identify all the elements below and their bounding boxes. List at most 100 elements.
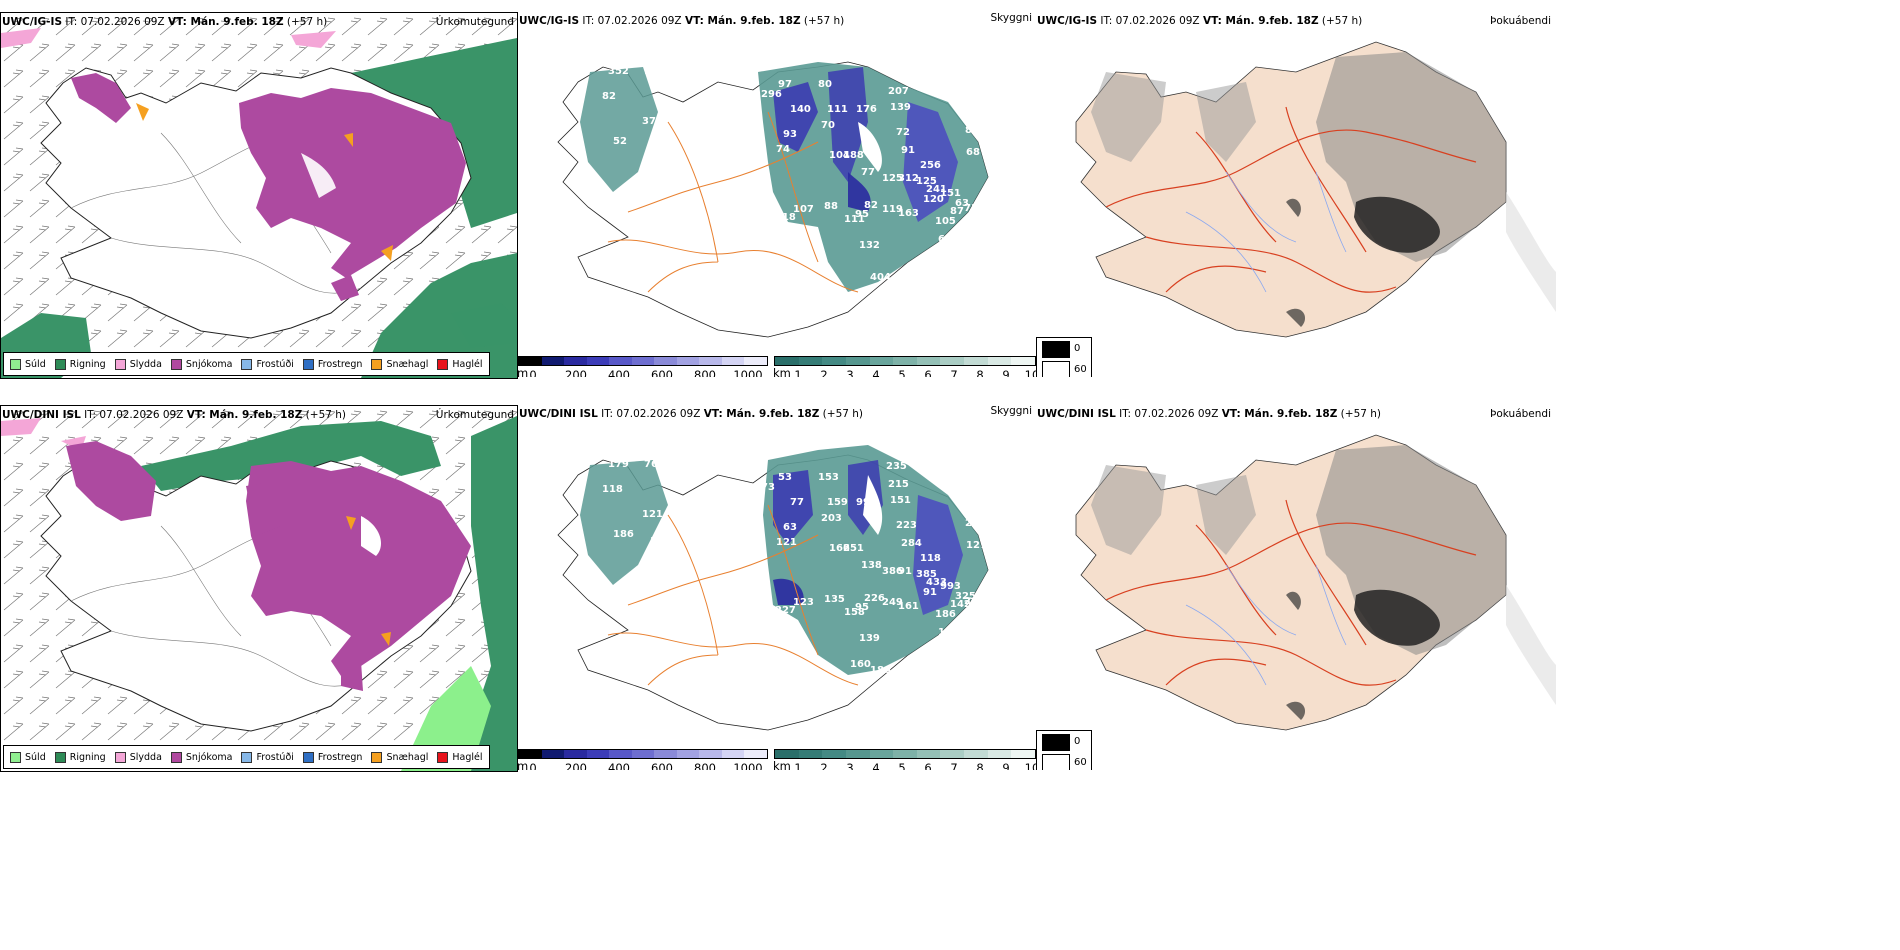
snow-depth-label: 73 xyxy=(761,482,775,493)
snow-depth-label: 74 xyxy=(776,144,790,155)
snow-depth-label: 150 xyxy=(644,66,665,77)
snow-depth-label: 53 xyxy=(778,472,792,483)
snow-depth-label: 176 xyxy=(856,104,877,115)
precip-type-title-row1: Úrkomutegund xyxy=(435,16,514,28)
snow-depth-label: 125 xyxy=(916,176,937,187)
snow-depth-label: 386 xyxy=(882,566,903,577)
vis-ticks: 1 2 3 4 5 6 7 8 9 10 xyxy=(774,366,1036,377)
height-unit: m xyxy=(518,759,529,770)
snow-depth-label: 125 xyxy=(882,173,903,184)
snow-depth-label: 139 xyxy=(859,633,880,644)
height-unit: m xyxy=(518,366,529,377)
snow-depth-label: 163 xyxy=(898,208,919,219)
tick-label: 4 xyxy=(872,368,880,377)
header-row2-fog: UWC/DINI ISL IT: 07.02.2026 09Z VT: Mán.… xyxy=(1037,408,1382,420)
tick-label: 6 xyxy=(924,761,932,770)
tick-label: 1000 xyxy=(733,368,763,377)
fog-legend-black xyxy=(1042,734,1070,751)
snow-depth-label: 98 xyxy=(650,143,664,154)
cloud-panel-row1: 352 150 82 37 52 98 97 296 140 93 74 80 111 70 104 188 1… xyxy=(518,12,1036,377)
snow-depth-label: 223 xyxy=(896,520,917,531)
snow-depth-label: 215 xyxy=(888,479,909,490)
snow-depth-label: 142 xyxy=(950,599,971,610)
snow-depth-label: 282 xyxy=(964,596,985,607)
fog-legend-white xyxy=(1042,361,1070,377)
legend-swatch xyxy=(437,358,449,370)
tick-label: 7 xyxy=(950,761,958,770)
vis-color-strip xyxy=(774,356,1036,366)
precip-type-panel-row2: UWC/DINI ISL IT: 07.02.2026 09Z VT: Mán.… xyxy=(0,405,518,772)
tick-label: 8 xyxy=(976,761,984,770)
vis-color-strip xyxy=(774,749,1036,759)
height-ticks: 0 200 400 600 800 1000 xyxy=(518,366,768,377)
precip-type-panel-row1: UWC/IG-IS IT: 07.02.2026 09Z VT: Mán. 9.… xyxy=(0,12,518,379)
snow-depth-label: 207 xyxy=(888,86,909,97)
snow-depth-label: 139 xyxy=(890,102,911,113)
header-row1-cloud: UWC/IG-IS IT: 07.02.2026 09Z VT: Mán. 9.… xyxy=(519,15,845,27)
header-row2-cloud: UWC/DINI ISL IT: 07.02.2026 09Z VT: Mán.… xyxy=(519,408,864,420)
snow-depth-label: 121 xyxy=(776,537,797,548)
tick-label: 10 xyxy=(1024,368,1036,377)
snow-depth-label: 241 xyxy=(926,184,947,195)
snow-depth-label: 385 xyxy=(916,569,937,580)
fog-title-row2: Þokuábendi xyxy=(1490,408,1551,420)
snow-depth-label: 91 xyxy=(923,587,937,598)
tick-label: 600 xyxy=(651,368,673,377)
header-row1-precip: UWC/IG-IS IT: 07.02.2026 09Z VT: Mán. 9.… xyxy=(2,16,328,28)
tick-label: 800 xyxy=(694,761,716,770)
snow-depth-label: 77 xyxy=(790,497,804,508)
fog-legend-row2: 0 60 xyxy=(1036,730,1092,770)
tick-label: 9 xyxy=(1002,761,1010,770)
snow-depth-label: 73 xyxy=(964,203,978,214)
height-color-strip xyxy=(518,356,768,366)
snow-depth-label: 256 xyxy=(920,160,941,171)
snow-depth-label: 87 xyxy=(950,206,964,217)
fog-legend-white xyxy=(1042,754,1070,770)
legend-swatch xyxy=(54,751,66,763)
fog-map-row1 xyxy=(1075,41,1556,338)
snow-depth-label: 120 xyxy=(923,194,944,205)
vis-unit: km xyxy=(773,366,791,377)
legend-swatch xyxy=(241,358,253,370)
snow-depth-label: 166 xyxy=(829,543,850,554)
snow-depth-label: 80 xyxy=(818,79,832,90)
snow-depth-label: 151 xyxy=(890,495,911,506)
snow-depth-label: 226 xyxy=(864,593,885,604)
snow-depth-label: 153 xyxy=(818,472,839,483)
snow-depth-label: 203 xyxy=(821,513,842,524)
tick-label: 0 xyxy=(529,368,537,377)
snow-depth-label: 433 xyxy=(926,577,947,588)
precip-legend-row1: Súld Rigning Slydda Snjókoma Frostúði Fr… xyxy=(3,352,490,376)
snow-depth-label: 91 xyxy=(901,145,915,156)
precip-type-map-row2 xyxy=(1,406,517,771)
snow-depth-label: 118 xyxy=(602,484,623,495)
tick-label: 10 xyxy=(1024,761,1036,770)
snow-depth-label: 159 xyxy=(827,497,848,508)
snow-depth-label: 111 xyxy=(827,104,848,115)
tick-label: 600 xyxy=(651,761,673,770)
height-color-strip xyxy=(518,749,768,759)
tick-label: 400 xyxy=(608,761,630,770)
tick-label: 9 xyxy=(1002,368,1010,377)
fog-legend-row1: 0 60 xyxy=(1036,337,1092,377)
snow-depth-label: 37 xyxy=(650,536,664,547)
tick-label: 5 xyxy=(898,761,906,770)
snow-depth-label: 158 xyxy=(844,607,865,618)
snow-labels-row2: 179 7611812118637537377631211531592031662… xyxy=(602,459,987,676)
snow-depth-label: 132 xyxy=(859,240,880,251)
snow-depth-label: 160 xyxy=(850,659,871,670)
snow-depth-label: 186 xyxy=(870,665,891,676)
snow-depth-label: 84 xyxy=(965,125,979,136)
snow-depth-label: 88 xyxy=(824,201,838,212)
height-bar-row2: 0 200 400 600 800 1000 m xyxy=(518,749,768,770)
tick-label: 800 xyxy=(694,368,716,377)
fog-title-row1: Þokuábendi xyxy=(1490,15,1551,27)
tick-label: 3 xyxy=(846,761,854,770)
snow-depth-label: 82 xyxy=(864,200,878,211)
snow-depth-label: 95 xyxy=(855,602,869,613)
snow-depth-label: 63 xyxy=(783,522,797,533)
snow-depth-label: 227 xyxy=(775,605,796,616)
cloud-map-row2: 179 7611812118637537377631211531592031662… xyxy=(557,445,989,731)
snow-depth-label: 325 xyxy=(955,591,976,602)
tick-label: 0 xyxy=(529,761,537,770)
